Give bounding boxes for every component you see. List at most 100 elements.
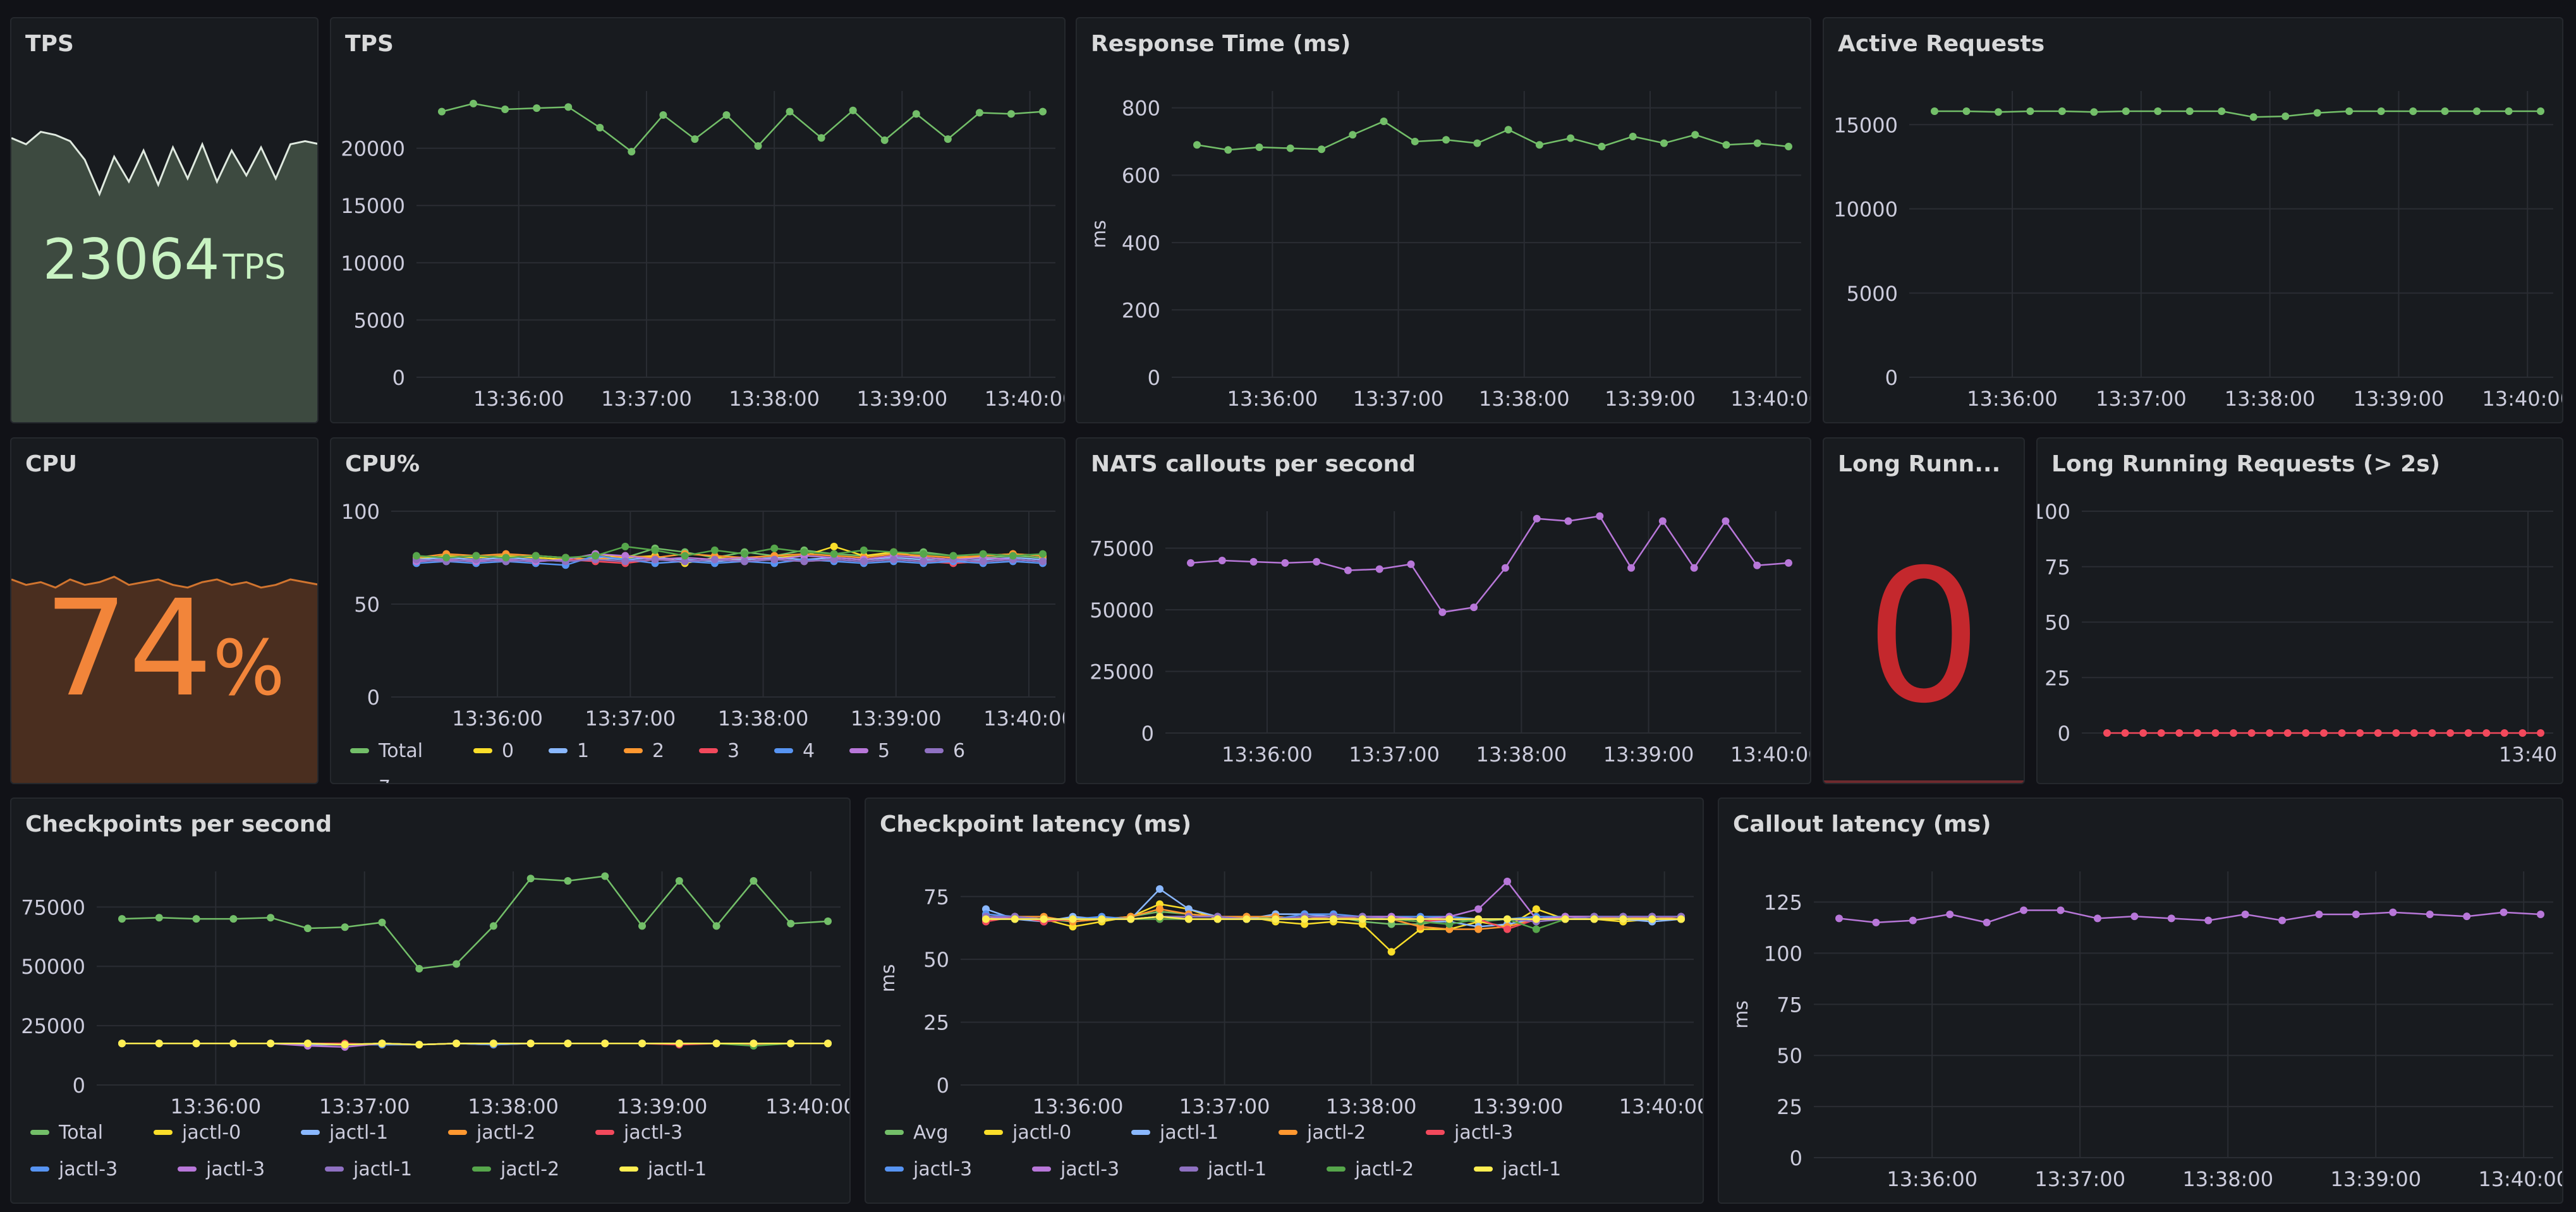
legend-label: 7 xyxy=(379,777,391,784)
sparkline-line xyxy=(11,130,317,197)
data-point xyxy=(2057,906,2065,914)
data-point xyxy=(1598,142,1606,150)
tps-chart-panel[interactable]: TPS 0 5000 10000 15000 20000 13:36:00 13:37:00… xyxy=(330,17,1066,423)
legend-swatch xyxy=(325,1167,344,1172)
nats-callouts-panel[interactable]: NATS callouts per second 0 25000 50000 7500… xyxy=(1076,437,1811,784)
data-point xyxy=(2409,107,2417,115)
y-tick-label: 75 xyxy=(2044,555,2070,579)
y-tick-label: 800 xyxy=(1122,97,1160,121)
data-point xyxy=(1785,142,1792,150)
data-point xyxy=(1387,948,1395,956)
data-point xyxy=(712,1039,720,1048)
callout-latency-panel[interactable]: Callout latency (ms) 0 25 50 75 100 125 ms 13:3… xyxy=(1718,797,2563,1204)
long-running-stat-panel[interactable]: Long Runn... 0 xyxy=(1823,437,2025,784)
series-line xyxy=(416,545,1043,559)
data-point xyxy=(2315,910,2323,918)
legend-label: 6 xyxy=(953,740,965,762)
x-tick-label: 13:40:00 xyxy=(1619,1094,1704,1118)
data-point xyxy=(1474,915,1483,923)
data-point xyxy=(2377,107,2385,115)
x-tick-label: 13:37:00 xyxy=(585,706,676,730)
cpu-stat-panel[interactable]: CPU 74% xyxy=(10,437,319,784)
data-point xyxy=(1835,914,1843,923)
y-tick-label: 200 xyxy=(1122,298,1160,322)
data-point xyxy=(118,915,126,923)
legend-swatch xyxy=(473,748,492,753)
data-point xyxy=(155,1039,163,1048)
series-line xyxy=(1190,515,1789,614)
data-point xyxy=(2537,729,2544,737)
data-point xyxy=(1213,915,1222,923)
y-tick-label: 15000 xyxy=(1833,113,1898,137)
x-tick-label: 13:38:00 xyxy=(1476,742,1567,767)
y-tick-label: 100 xyxy=(1764,942,1802,966)
y-axis-label: ms xyxy=(1730,1000,1753,1029)
data-point xyxy=(267,1039,275,1048)
data-point xyxy=(1564,517,1572,525)
data-point xyxy=(438,107,446,116)
data-point xyxy=(651,546,659,554)
data-point xyxy=(2103,729,2111,737)
x-tick-label: 13:37:00 xyxy=(601,387,692,411)
data-point xyxy=(1411,137,1419,145)
data-point xyxy=(890,548,898,556)
checkpoints-panel[interactable]: Checkpoints per second 0 25000 50000 75000 1… xyxy=(10,797,851,1204)
panel-title: Long Running Requests (> 2s) xyxy=(2051,451,2441,477)
data-point xyxy=(830,542,838,550)
data-point xyxy=(1946,910,1954,918)
data-point xyxy=(2185,107,2194,115)
data-point xyxy=(601,1039,609,1048)
x-tick-label: 13:40:00 xyxy=(765,1094,851,1118)
data-point xyxy=(621,542,629,550)
data-point xyxy=(1722,141,1730,149)
data-point xyxy=(628,148,636,156)
response-time-panel[interactable]: Response Time (ms) 0 200 400 600 800 ms 13:36:… xyxy=(1076,17,1811,423)
data-point xyxy=(1627,564,1636,572)
x-tick-label: 13:37:00 xyxy=(2096,387,2187,411)
data-point xyxy=(1660,139,1668,147)
data-point xyxy=(2058,107,2066,115)
y-tick-label: 0 xyxy=(73,1074,85,1098)
panel-title: CPU xyxy=(25,451,78,477)
data-point xyxy=(267,914,275,922)
data-point xyxy=(592,552,600,560)
data-point xyxy=(1504,126,1512,134)
legend-swatch xyxy=(1179,1167,1198,1172)
data-point xyxy=(1193,141,1201,149)
y-tick-label: 50 xyxy=(923,948,949,972)
y-tick-label: 10000 xyxy=(1833,198,1898,222)
data-point xyxy=(2026,107,2034,115)
panel-title: TPS xyxy=(345,31,394,57)
checkpoint-latency-panel[interactable]: Checkpoint latency (ms) 0 25 50 75 ms 13:36:0… xyxy=(865,797,1704,1204)
data-point xyxy=(2130,912,2139,921)
data-point xyxy=(750,877,758,885)
data-point xyxy=(2302,729,2310,737)
data-point xyxy=(564,1039,572,1048)
data-point xyxy=(979,557,987,566)
data-point xyxy=(979,550,987,558)
data-point xyxy=(1658,517,1667,525)
data-point xyxy=(2313,109,2321,117)
data-point xyxy=(1286,144,1294,152)
data-point xyxy=(1533,514,1541,523)
x-tick-label: 13:38:00 xyxy=(1326,1094,1417,1118)
y-tick-label: 0 xyxy=(1141,722,1154,746)
active-requests-panel[interactable]: Active Requests 0 5000 10000 15000 13:36:00 1… xyxy=(1823,17,2563,423)
data-point xyxy=(2093,914,2101,923)
legend-label: Total xyxy=(58,1122,103,1144)
legend-label: jactl-2 xyxy=(1306,1122,1366,1144)
legend-label: 1 xyxy=(577,740,589,762)
data-point xyxy=(341,923,349,931)
data-point xyxy=(621,557,629,566)
legend-swatch xyxy=(774,748,793,753)
checkpoint-latency-chart: 0 25 50 75 ms 13:36:00 13:37:00 13:38:00 13:39:0… xyxy=(877,871,1704,1180)
data-point xyxy=(1184,915,1193,923)
cpu-percent-panel[interactable]: CPU% 0 50 100 13:36:00 13:37:00 13:38:00 13:39… xyxy=(330,437,1066,784)
x-tick-label: 13:39:00 xyxy=(1605,387,1696,411)
panel-title: Callout latency (ms) xyxy=(1733,811,1991,837)
x-tick-label: 13:36:00 xyxy=(1886,1167,1978,1191)
data-point xyxy=(1039,107,1047,116)
y-tick-label: 75000 xyxy=(21,895,85,919)
tps-stat-panel[interactable]: TPS 23064 TPS xyxy=(10,17,319,423)
long-running-chart-panel[interactable]: Long Running Requests (> 2s) 0 25 50 75 100 1… xyxy=(2036,437,2563,784)
